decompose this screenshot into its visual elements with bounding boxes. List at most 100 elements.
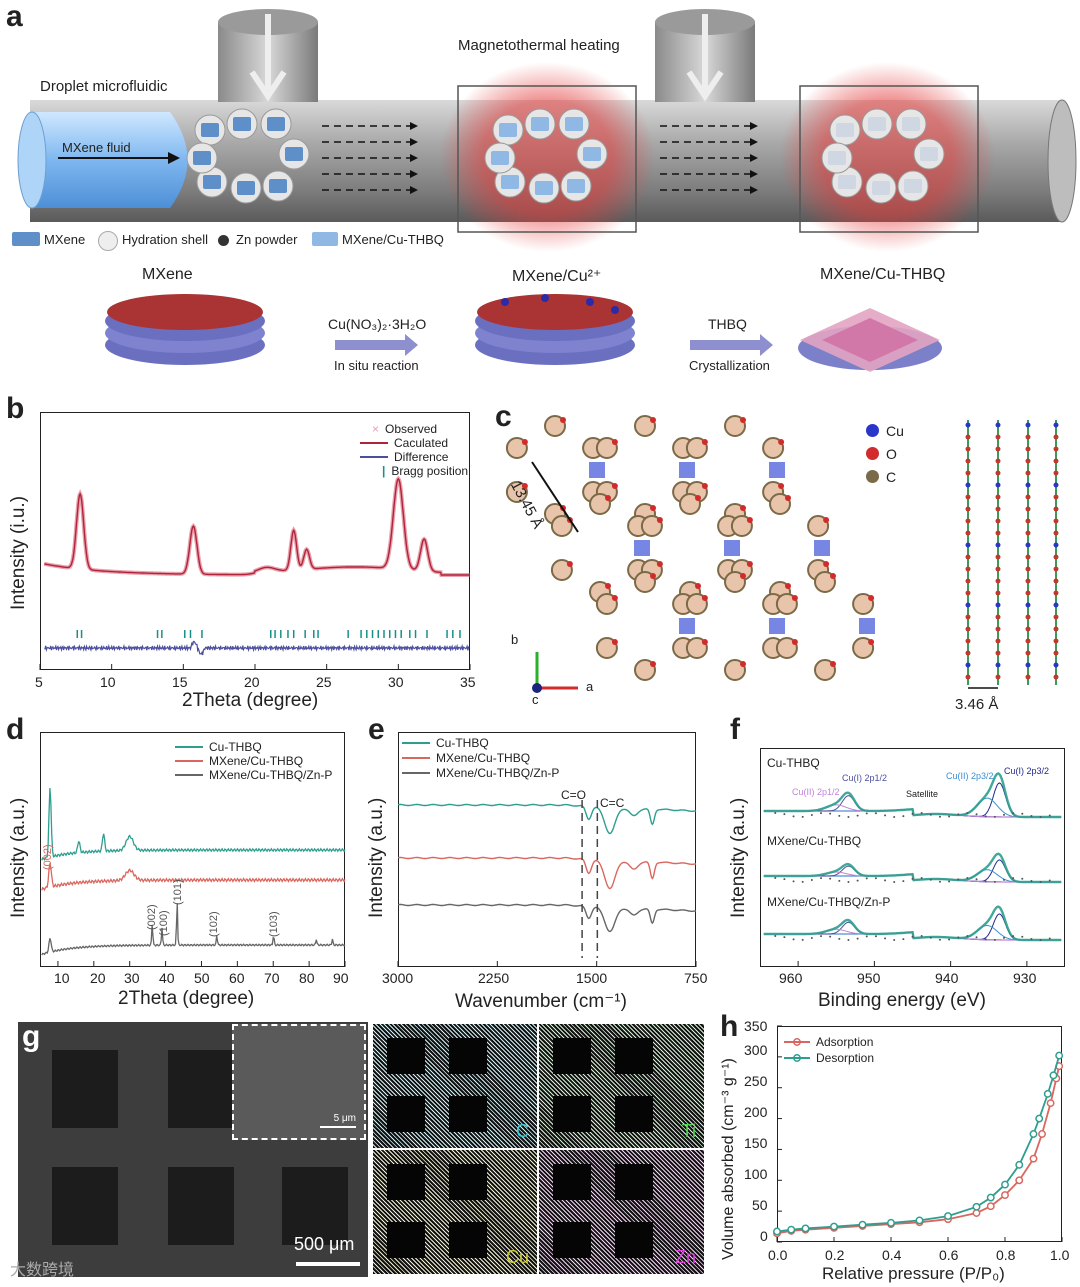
peak-label: Cu(I) 2p1/2 [842, 773, 888, 783]
eds-map-cu: Cu [373, 1150, 537, 1274]
scalebar-label: 500 μm [294, 1234, 355, 1254]
oxygen-atom [605, 583, 611, 589]
series-swatch [175, 774, 203, 776]
raw-data-point [1021, 877, 1024, 880]
oxygen-atom [740, 661, 746, 667]
oxygen-atom [695, 495, 701, 501]
oxygen-atom [740, 573, 746, 579]
flow-arrowhead [410, 138, 418, 146]
desorption-point [787, 1225, 796, 1234]
raw-data-point [948, 880, 951, 883]
desorption-point [1029, 1130, 1038, 1138]
stack-atom [1053, 458, 1059, 464]
panel-label: b [6, 392, 25, 425]
raw-data-point [920, 812, 923, 815]
desorption-point [1001, 1180, 1009, 1189]
carbon-ring [685, 637, 708, 659]
stack-atom [1053, 566, 1059, 572]
peak-label: Cu(II) 2p1/2 [792, 787, 840, 797]
legend-mxene-cu-thbq-zn-p: MXene/Cu-THBQ/Zn-P [209, 768, 333, 782]
calculated-series [44, 477, 470, 576]
carbon-ring [852, 637, 875, 659]
x-tick: 1500 [576, 970, 608, 986]
carbon-ring [634, 415, 656, 437]
flow-arrowhead [750, 170, 758, 178]
product-droplet [872, 181, 890, 195]
raw-data-point [966, 935, 969, 938]
cu-thbq-series [41, 788, 346, 862]
stage-mxene-cu-thbq: MXene/Cu-THBQ [820, 266, 946, 283]
series-swatch [175, 760, 203, 762]
sem-image: 5 μm 500 μm [18, 1022, 368, 1277]
cu-node [769, 618, 785, 634]
cu-node [814, 540, 830, 556]
x-tick: 20 [244, 674, 260, 690]
desorption-swatch [784, 1057, 810, 1059]
carbon-ring [775, 593, 798, 615]
x-tick: 0.2 [825, 1247, 845, 1263]
stack-atom [1025, 530, 1031, 536]
stack-atom [995, 578, 1001, 584]
legend-observed: Observed [385, 422, 438, 436]
plot-frame [760, 748, 1065, 967]
desorption-point [915, 1216, 924, 1225]
heated-droplet [583, 147, 601, 161]
stack-atom [1025, 638, 1031, 644]
raw-data-point [1048, 879, 1051, 882]
oxygen-atom [611, 439, 618, 445]
x-tick: 10 [54, 970, 70, 986]
step2-reagent: THBQ [708, 316, 747, 332]
carbon-ring [634, 659, 656, 681]
raw-data-point [1012, 812, 1015, 815]
sample-label: Cu-THBQ [767, 756, 820, 770]
band-co-label: C=O [561, 788, 587, 802]
pore-arrow [531, 461, 579, 533]
oxygen-atom [656, 561, 663, 567]
panel-label: d [6, 713, 25, 746]
raw-data-point [993, 880, 996, 883]
raw-data-point [1003, 936, 1005, 939]
raw-data-point [1021, 812, 1024, 815]
raw-data-point [829, 812, 832, 815]
desorption-point [944, 1212, 952, 1221]
adsorption-point [1046, 1099, 1055, 1108]
flow-arrowhead [750, 186, 758, 194]
carbon-ring [595, 637, 618, 659]
mesh-opening [387, 1096, 425, 1132]
x-tick: 0.4 [882, 1247, 902, 1263]
y-tick: 250 [744, 1073, 768, 1089]
stack-atom [965, 590, 971, 596]
stack-atom [1053, 650, 1059, 656]
x-tick: 950 [857, 970, 881, 986]
desorption-point [887, 1218, 895, 1227]
hydration-shell-swatch [98, 231, 118, 251]
stack-atom [965, 662, 971, 668]
cu-node [589, 462, 605, 478]
x-tick: 20 [90, 970, 106, 986]
c-atom-swatch [866, 470, 879, 483]
y-tick: 350 [744, 1018, 768, 1034]
raw-data-point [984, 880, 987, 883]
cu-node [769, 462, 785, 478]
heated-droplet [565, 117, 583, 131]
legend-mxene-cu-thbq: MXene/Cu-THBQ [209, 754, 304, 768]
mxene-droplet [285, 147, 303, 161]
sample-label: MXene/Cu-THBQ/Zn-P [767, 895, 891, 909]
raw-data-point [801, 938, 804, 941]
raw-data-point [1039, 815, 1042, 818]
oxygen-atom [778, 483, 785, 489]
x-axis-title: Binding energy (eV) [818, 990, 986, 1011]
carbon-ring [685, 437, 708, 459]
x-tick: 3000 [382, 970, 414, 986]
raw-data-point [810, 814, 813, 817]
panel-label: e [368, 713, 385, 746]
map-label: Ti [681, 1121, 696, 1141]
x-tick: 0.0 [768, 1247, 788, 1263]
stack-atom [965, 518, 971, 524]
stack-atom [965, 506, 971, 512]
oxygen-atom [740, 505, 746, 511]
stage-mxene-cu: MXene/Cu²⁺ [512, 268, 602, 285]
stack-atom [965, 482, 971, 488]
raw-data-point [938, 880, 941, 883]
